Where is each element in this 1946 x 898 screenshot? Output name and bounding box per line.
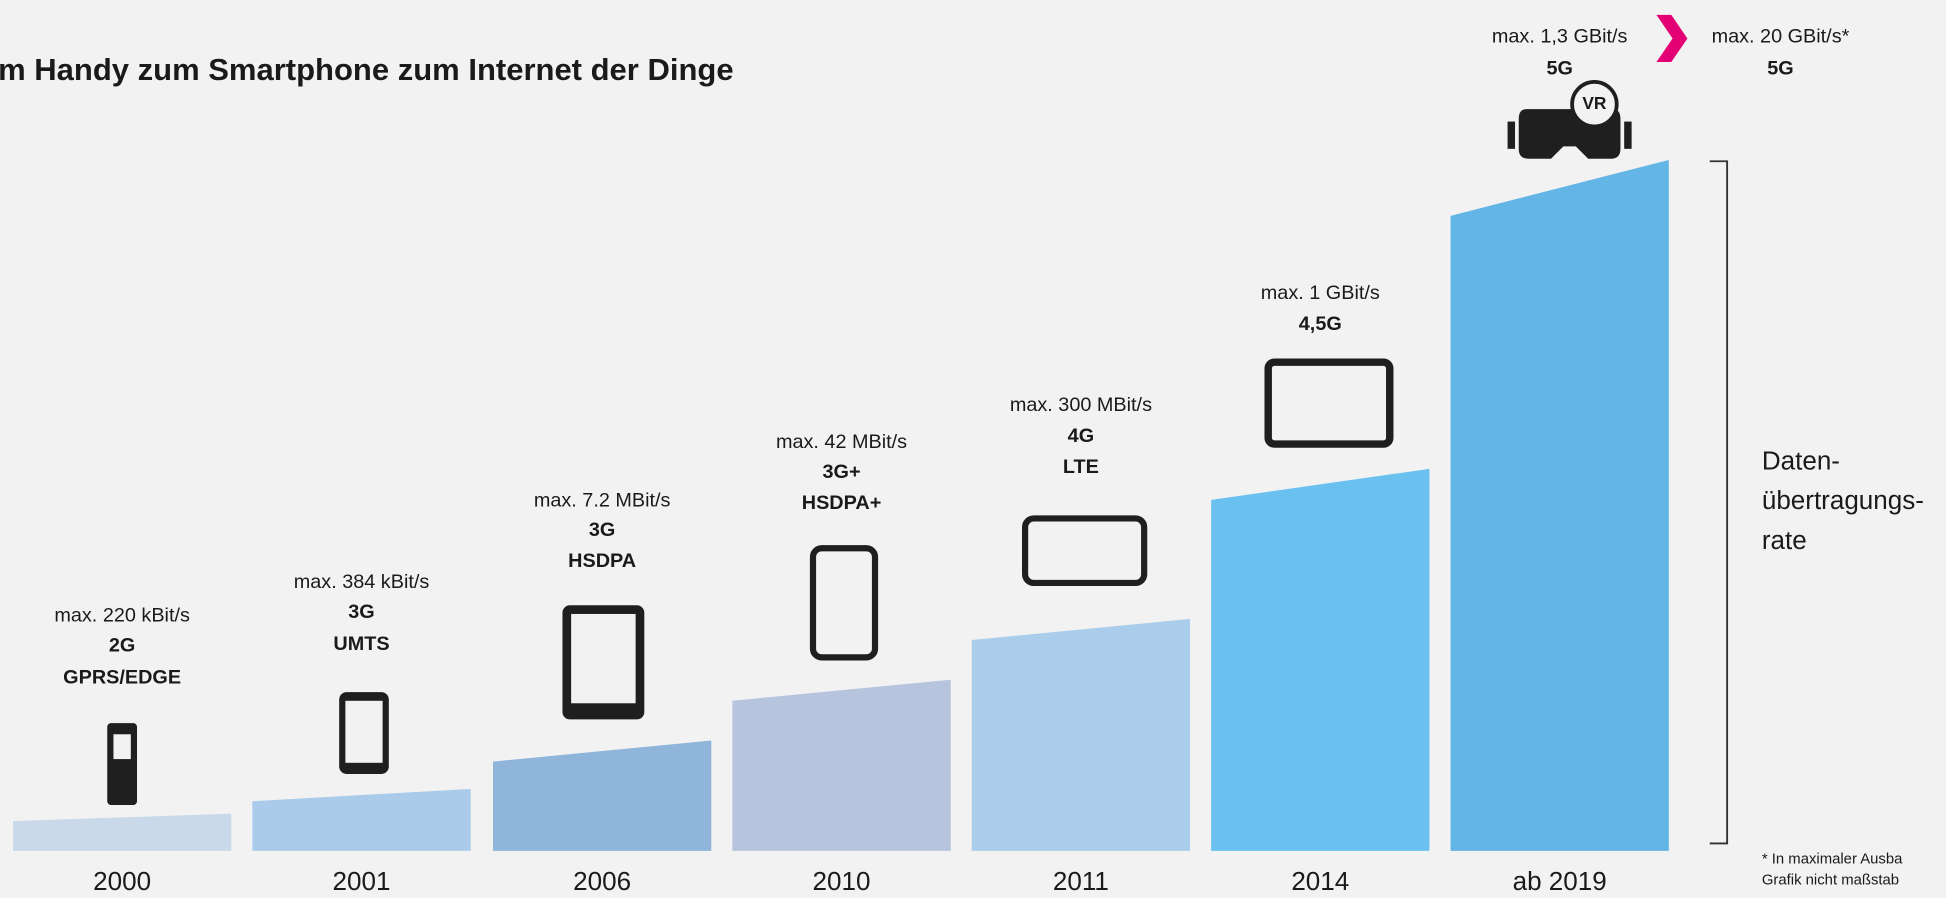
- bar: [1450, 160, 1669, 851]
- speed: max. 300 MBit/s: [1010, 394, 1152, 416]
- generation: 4G: [1068, 425, 1094, 447]
- footnote: * In maximaler Ausba: [1762, 851, 1903, 867]
- year: 2011: [1053, 866, 1109, 896]
- axis-label: rate: [1762, 525, 1807, 555]
- year: 2000: [93, 866, 151, 896]
- generation: 4,5G: [1299, 313, 1342, 335]
- bar: [971, 618, 1191, 851]
- generation: 3G+: [823, 461, 861, 483]
- tablet-landscape: [1264, 358, 1394, 448]
- technology: HSDPA+: [802, 492, 882, 514]
- icons: [107, 80, 1632, 805]
- technology: GPRS/EDGE: [63, 667, 181, 689]
- vr-badge: [1570, 80, 1619, 129]
- year: 2006: [573, 866, 631, 896]
- year: 2014: [1291, 866, 1349, 896]
- phone-screen: [345, 700, 383, 763]
- bar: [12, 813, 232, 851]
- footnote: Grafik nicht maßstab: [1762, 873, 1899, 889]
- speed: max. 42 MBit/s: [776, 431, 907, 453]
- bracket: [1709, 160, 1729, 845]
- speed: max. 1,3 GBit/s: [1492, 25, 1628, 47]
- title: m Handy zum Smartphone zum Internet der …: [0, 52, 734, 87]
- year: ab 2019: [1513, 866, 1607, 896]
- smartphone: [809, 545, 879, 661]
- generation: 3G: [348, 601, 374, 623]
- future-generation: 5G: [1767, 58, 1793, 80]
- generation: 3G: [589, 519, 615, 541]
- future-speed: max. 20 GBit/s*: [1712, 25, 1850, 47]
- generation: 5G: [1546, 58, 1572, 80]
- vr-label: VR: [1582, 93, 1607, 113]
- speed: max. 220 kBit/s: [54, 605, 190, 627]
- speed: max. 384 kBit/s: [294, 571, 430, 593]
- tablet-screen: [571, 613, 636, 704]
- phone-screen: [113, 734, 131, 760]
- bar: [1211, 468, 1430, 851]
- bar: [492, 740, 712, 851]
- technology: HSDPA: [568, 550, 636, 572]
- phone-landscape: [1021, 515, 1148, 587]
- vr-strap: [1624, 121, 1632, 149]
- generation: 2G: [109, 634, 135, 656]
- speed: max. 7.2 MBit/s: [534, 489, 671, 511]
- axis-label: übertragungs-: [1762, 485, 1924, 515]
- technology: LTE: [1063, 456, 1099, 478]
- vr-strap: [1507, 121, 1516, 149]
- year: 2010: [813, 866, 871, 896]
- technology: UMTS: [333, 633, 389, 655]
- bar: [732, 679, 951, 851]
- year: 2001: [333, 866, 391, 896]
- bar: [252, 788, 471, 851]
- speed: max. 1 GBit/s: [1261, 282, 1380, 304]
- axis-label: Daten-: [1762, 446, 1840, 476]
- arrow: [1656, 14, 1688, 63]
